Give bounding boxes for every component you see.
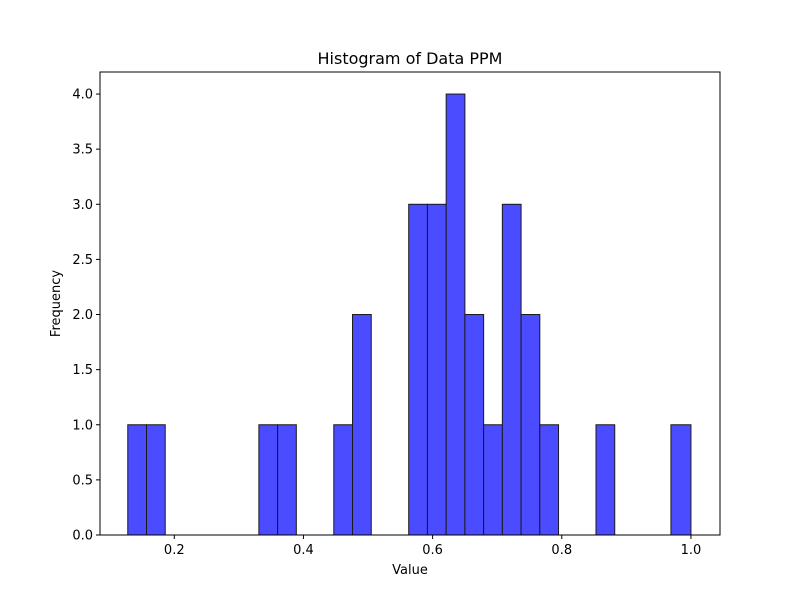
histogram-bar-12 bbox=[352, 314, 372, 536]
x-tick-label-0: 0.2 bbox=[164, 543, 185, 558]
y-axis-label: Frequency bbox=[49, 270, 64, 337]
y-tick-label-2: 1.0 bbox=[72, 418, 93, 433]
y-tick-label-8: 4.0 bbox=[72, 88, 93, 103]
histogram-bar-18 bbox=[464, 314, 485, 536]
histogram-bar-22 bbox=[539, 424, 560, 536]
histogram-bar-25 bbox=[595, 424, 616, 536]
y-tick-label-6: 3.0 bbox=[72, 198, 93, 213]
bars-layer bbox=[127, 93, 692, 536]
y-tick-label-7: 3.5 bbox=[72, 143, 93, 158]
histogram-bar-16 bbox=[426, 203, 447, 536]
histogram-bar-11 bbox=[333, 424, 354, 536]
histogram-bar-1 bbox=[146, 424, 166, 536]
y-tick-label-0: 0.0 bbox=[72, 529, 93, 544]
x-tick-label-3: 0.8 bbox=[551, 543, 572, 558]
histogram-bar-0 bbox=[127, 424, 147, 536]
histogram-bar-20 bbox=[501, 203, 522, 536]
y-axis-ticks: 0.0 0.5 1.0 1.5 2.0 2.5 3.0 3.5 4.0 bbox=[72, 88, 100, 544]
histogram-bar-29 bbox=[670, 424, 692, 536]
x-tick-label-1: 0.4 bbox=[293, 543, 314, 558]
histogram-bar-7 bbox=[258, 424, 279, 536]
y-tick-label-3: 1.5 bbox=[72, 363, 93, 378]
x-tick-label-4: 1.0 bbox=[681, 543, 702, 558]
histogram-bar-15 bbox=[408, 203, 428, 536]
histogram-bar-8 bbox=[277, 424, 297, 536]
plot-frame bbox=[99, 71, 721, 536]
x-axis-label: Value bbox=[392, 563, 428, 578]
chart-title: Histogram of Data PPM bbox=[318, 49, 503, 68]
y-tick-label-4: 2.0 bbox=[72, 308, 93, 323]
y-tick-label-5: 2.5 bbox=[72, 253, 93, 268]
x-tick-label-2: 0.6 bbox=[422, 543, 443, 558]
histogram-bar-17 bbox=[445, 93, 466, 536]
histogram-bar-21 bbox=[520, 314, 541, 536]
x-axis-ticks: 0.2 0.4 0.6 0.8 1.0 bbox=[164, 535, 701, 558]
y-tick-label-1: 0.5 bbox=[72, 473, 93, 488]
histogram-bar-19 bbox=[483, 424, 503, 536]
